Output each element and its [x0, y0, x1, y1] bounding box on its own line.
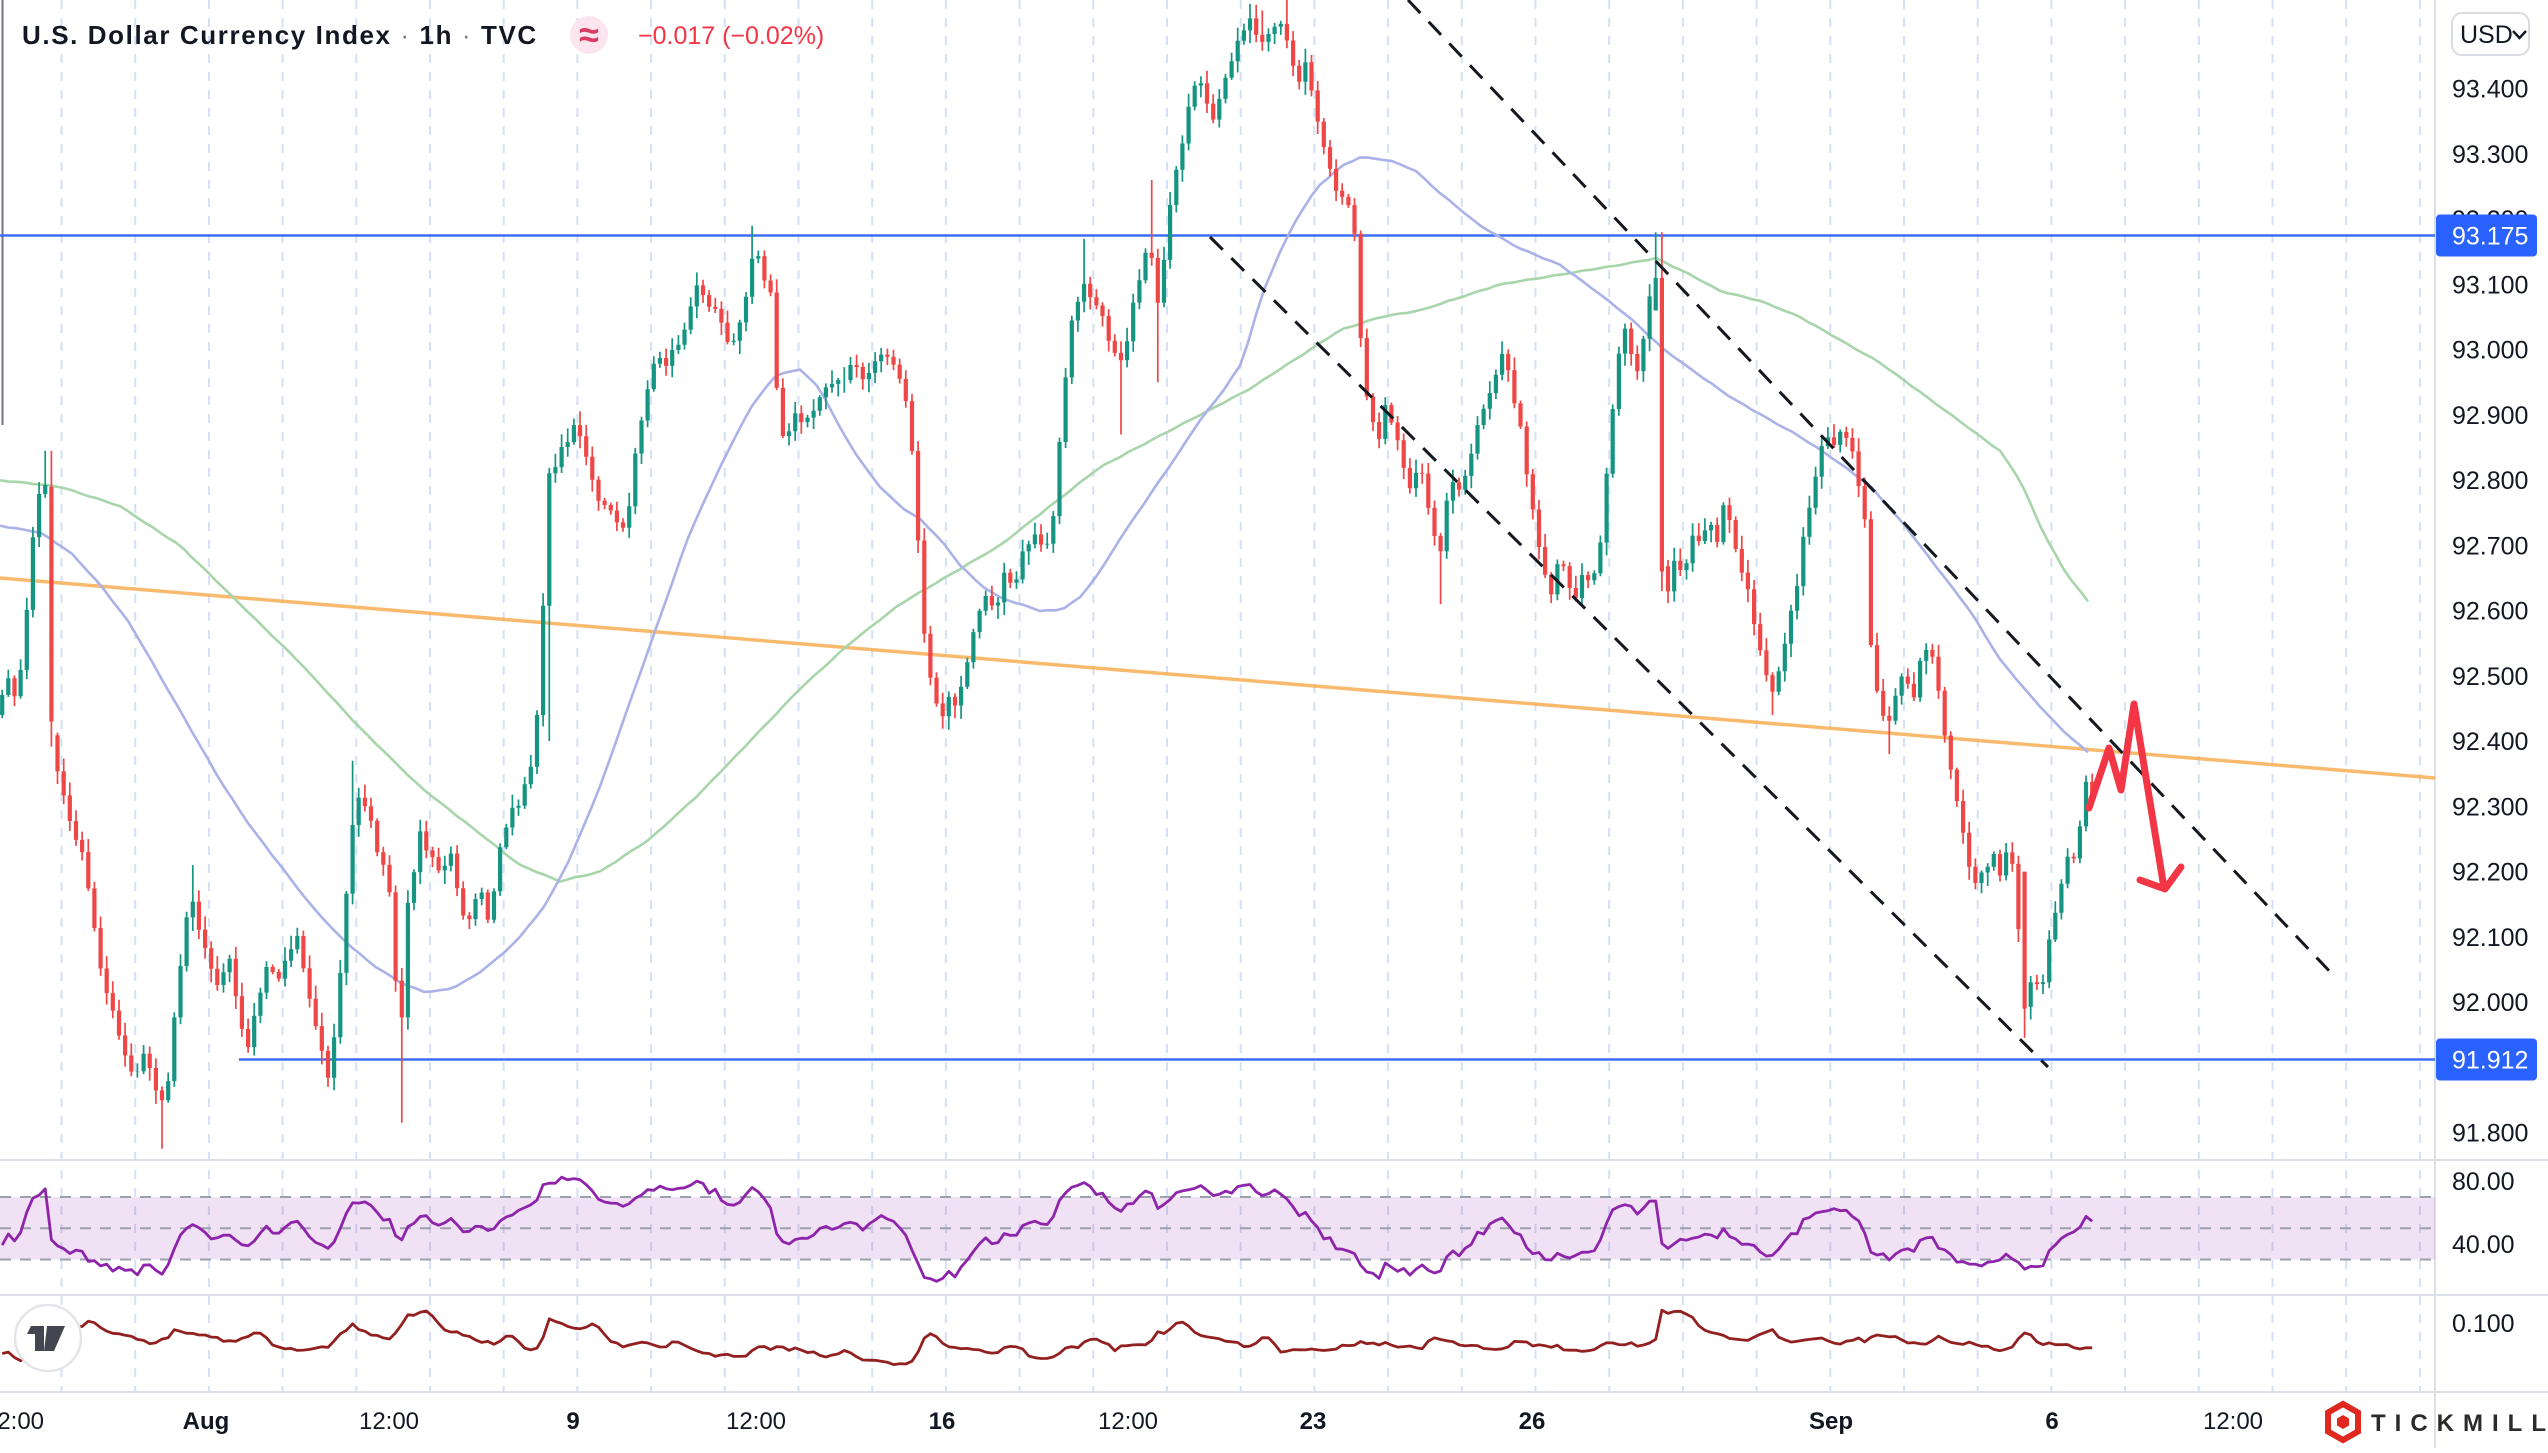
svg-text:92.200: 92.200: [2452, 859, 2528, 887]
svg-text:6: 6: [2045, 1408, 2058, 1435]
svg-text:80.00: 80.00: [2452, 1168, 2515, 1196]
svg-text:12:00: 12:00: [2203, 1408, 2263, 1435]
svg-text:92.000: 92.000: [2452, 989, 2528, 1017]
svg-text:93.300: 93.300: [2452, 141, 2528, 169]
svg-text:≈: ≈: [579, 14, 599, 55]
svg-text:16: 16: [929, 1408, 956, 1435]
svg-text:92.900: 92.900: [2452, 402, 2528, 430]
svg-text:Aug: Aug: [183, 1408, 230, 1435]
svg-text:91.800: 91.800: [2452, 1120, 2528, 1148]
svg-text:12:00: 12:00: [0, 1408, 44, 1435]
svg-text:12:00: 12:00: [726, 1408, 786, 1435]
svg-text:93.100: 93.100: [2452, 271, 2528, 299]
svg-text:92.100: 92.100: [2452, 924, 2528, 952]
svg-text:93.175: 93.175: [2452, 223, 2528, 251]
svg-text:12:00: 12:00: [1098, 1408, 1158, 1435]
svg-text:91.912: 91.912: [2452, 1047, 2528, 1075]
svg-text:26: 26: [1519, 1408, 1546, 1435]
svg-text:92.400: 92.400: [2452, 728, 2528, 756]
svg-text:0.100: 0.100: [2452, 1310, 2515, 1338]
svg-text:92.500: 92.500: [2452, 663, 2528, 691]
svg-text:U.S. Dollar Currency Index · 1: U.S. Dollar Currency Index · 1h · TVC: [22, 20, 538, 50]
svg-text:USD: USD: [2460, 21, 2513, 49]
svg-text:Sep: Sep: [1809, 1408, 1853, 1435]
svg-text:92.300: 92.300: [2452, 793, 2528, 821]
svg-text:12:00: 12:00: [359, 1408, 419, 1435]
svg-text:93.000: 93.000: [2452, 337, 2528, 365]
svg-text:TICKMILL: TICKMILL: [2371, 1410, 2548, 1437]
svg-text:93.400: 93.400: [2452, 76, 2528, 104]
svg-text:92.800: 92.800: [2452, 467, 2528, 495]
svg-text:40.00: 40.00: [2452, 1231, 2515, 1259]
svg-text:92.700: 92.700: [2452, 532, 2528, 560]
svg-text:−0.017 (−0.02%): −0.017 (−0.02%): [638, 22, 824, 50]
svg-text:92.600: 92.600: [2452, 598, 2528, 626]
svg-text:9: 9: [566, 1408, 579, 1435]
svg-text:23: 23: [1300, 1408, 1327, 1435]
